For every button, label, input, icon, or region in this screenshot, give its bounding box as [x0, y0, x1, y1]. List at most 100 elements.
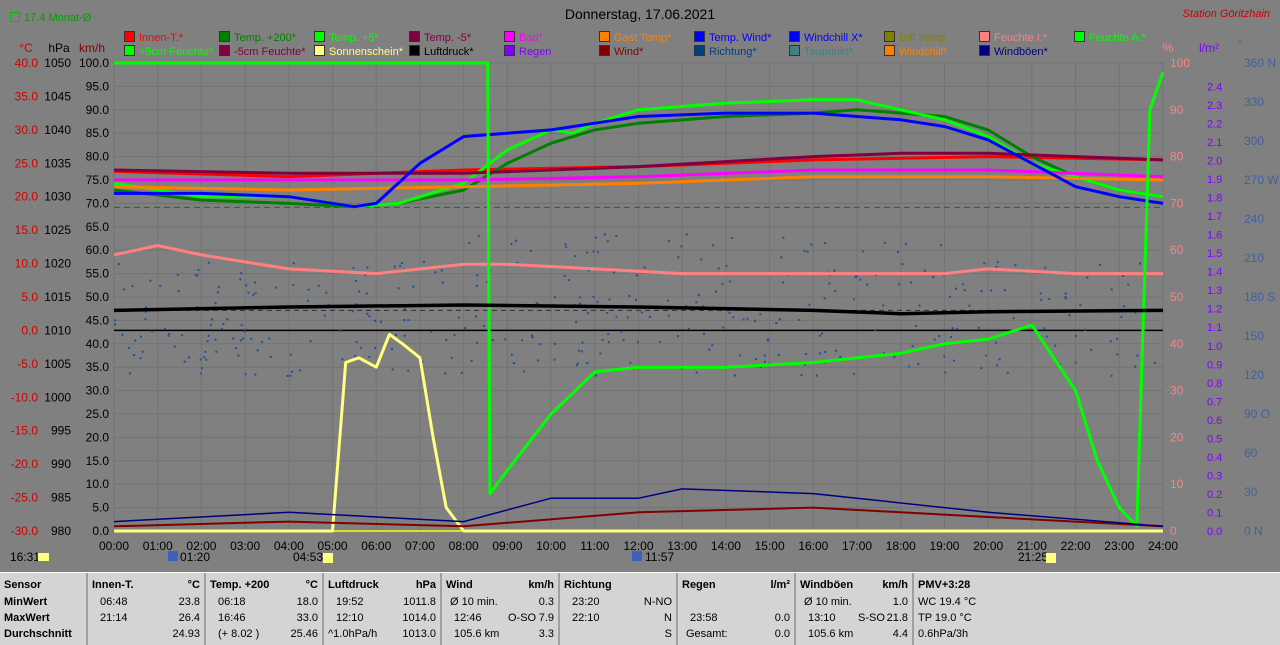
direction-point: [216, 291, 219, 294]
direction-point: [685, 233, 688, 236]
direction-point: [782, 281, 785, 284]
direction-point: [592, 295, 595, 298]
legend-item[interactable]: Windchill X*: [789, 31, 863, 44]
direction-point: [510, 243, 513, 246]
direction-point: [901, 263, 904, 266]
tick-kmh: 85.0: [86, 126, 110, 140]
direction-point: [268, 337, 271, 340]
direction-point: [199, 358, 202, 361]
legend-item[interactable]: Windchill*: [884, 45, 947, 58]
temp-avg: 25.46: [290, 628, 318, 640]
weather-chart: °C hPa km/h% l/m² ° 40.0 35.0 30.0 25.0 20.0 15.0 1…: [10, 37, 1279, 564]
innen-max-value: 26.4: [178, 612, 200, 624]
direction-point: [574, 255, 577, 258]
legend-item[interactable]: +5cm Feuchte*: [124, 45, 213, 58]
legend-item[interactable]: -5cm Feuchte*: [219, 45, 306, 58]
direction-point: [687, 327, 690, 330]
direction-point: [938, 335, 941, 338]
station-name: Station Göritzhain: [1182, 8, 1270, 20]
axis-unit-temp: °C: [19, 41, 33, 55]
legend-item[interactable]: Regen: [504, 45, 551, 58]
direction-point: [254, 292, 257, 295]
direction-point: [475, 341, 478, 344]
tick-deg: 210: [1244, 251, 1264, 265]
tick-kmh: 65.0: [86, 220, 110, 234]
direction-point: [457, 316, 460, 319]
tick-time: 02:00: [186, 539, 216, 553]
direction-point: [453, 334, 456, 337]
legend-swatch: [219, 31, 230, 42]
legend-item[interactable]: Temp. -5*: [409, 31, 471, 44]
direction-point: [725, 264, 728, 267]
direction-point: [853, 372, 855, 375]
direction-point: [629, 361, 632, 364]
direction-point: [943, 355, 946, 358]
legend-item[interactable]: Windböen*: [979, 45, 1048, 58]
direction-point: [292, 283, 295, 286]
legend-item[interactable]: Innen-T.*: [124, 31, 183, 44]
col-regen: Regen l/m² 23:58 0.0 Gesamt: 0.0: [678, 573, 796, 645]
direction-point: [1110, 374, 1113, 377]
direction-point: [910, 281, 913, 284]
tick-rain: 1.0: [1207, 341, 1222, 353]
direction-point: [403, 308, 406, 310]
tick-time: 16:00: [798, 539, 828, 553]
legend-item[interactable]: Bad*: [504, 31, 543, 44]
direction-point: [167, 334, 170, 337]
direction-point: [995, 265, 998, 268]
direction-point: [717, 267, 720, 270]
legend-item[interactable]: Feuchte I.*: [979, 31, 1047, 44]
tick-deg: 30: [1244, 485, 1258, 499]
direction-point: [355, 341, 358, 344]
tick-rain: 0.3: [1207, 470, 1222, 482]
legend-item[interactable]: Temp. +5*: [314, 31, 379, 44]
legend-label: Bad*: [519, 32, 543, 44]
druck-max-time: 12:10: [336, 612, 364, 624]
legend-item[interactable]: Richtung*: [694, 45, 757, 58]
month-checkbox[interactable]: [10, 12, 20, 22]
series-line: [113, 303, 1164, 316]
legend-item[interactable]: Gast Temp*: [599, 31, 671, 44]
direction-point: [214, 302, 217, 305]
direction-point: [421, 360, 424, 363]
boeen-min-value: 1.0: [892, 596, 908, 608]
tick-hpa: 995: [51, 424, 71, 438]
direction-point: [140, 335, 142, 338]
row-min: MinWert: [4, 596, 48, 608]
legend-item[interactable]: Wind*: [599, 45, 643, 58]
legend-item[interactable]: Sonnenschein*: [314, 45, 403, 58]
legend-label: Temp. Wind*: [709, 32, 772, 44]
direction-point: [1068, 314, 1071, 317]
druck-max-value: 1014.0: [402, 612, 436, 624]
direction-point: [721, 283, 724, 286]
legend-item[interactable]: Feuchte A.*: [1074, 31, 1146, 44]
tick-time: 08:00: [449, 539, 479, 553]
tick-rain: 0.7: [1207, 396, 1222, 408]
legend-item[interactable]: Luftdruck*: [409, 45, 474, 58]
boeen-header: Windböen: [800, 579, 854, 591]
pmv-pressure-trend: 0.6hPa/3h: [918, 628, 969, 640]
legend-swatch: [314, 45, 325, 56]
direction-point: [247, 291, 250, 294]
tick-pct: 70: [1170, 196, 1184, 210]
legend-item[interactable]: Taupunkt*: [789, 45, 853, 58]
direction-point: [622, 339, 625, 342]
legend-item[interactable]: Temp. Wind*: [694, 31, 771, 44]
direction-point: [339, 330, 342, 332]
direction-point: [990, 289, 993, 292]
tick-time: 10:00: [536, 539, 566, 553]
direction-point: [523, 370, 526, 373]
direction-point: [859, 278, 862, 281]
axis-unit-rain: l/m²: [1199, 41, 1219, 55]
direction-point: [596, 301, 599, 304]
tick-temp: -15.0: [11, 424, 39, 438]
tick-pct: 40: [1170, 337, 1184, 351]
legend-label: -5cm Feuchte*: [234, 46, 306, 58]
tick-hpa: 980: [51, 524, 71, 538]
direction-point: [680, 245, 683, 248]
legend-item[interactable]: Diff Temp.: [884, 31, 948, 44]
month-average: 17.4 Monat-Ø: [10, 12, 91, 24]
tick-hpa: 1025: [44, 223, 71, 237]
tick-rain: 0.9: [1207, 359, 1222, 371]
legend-item[interactable]: Temp. +200*: [219, 31, 296, 44]
